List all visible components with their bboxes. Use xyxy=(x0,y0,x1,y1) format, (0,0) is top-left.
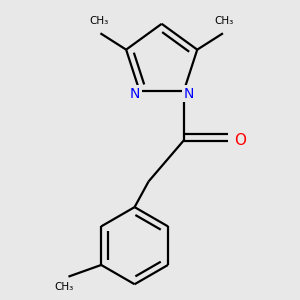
Text: CH₃: CH₃ xyxy=(54,283,74,292)
Text: CH₃: CH₃ xyxy=(214,16,234,26)
Text: CH₃: CH₃ xyxy=(90,16,109,26)
Text: N: N xyxy=(183,87,194,101)
Text: O: O xyxy=(234,133,246,148)
Text: N: N xyxy=(130,87,140,101)
